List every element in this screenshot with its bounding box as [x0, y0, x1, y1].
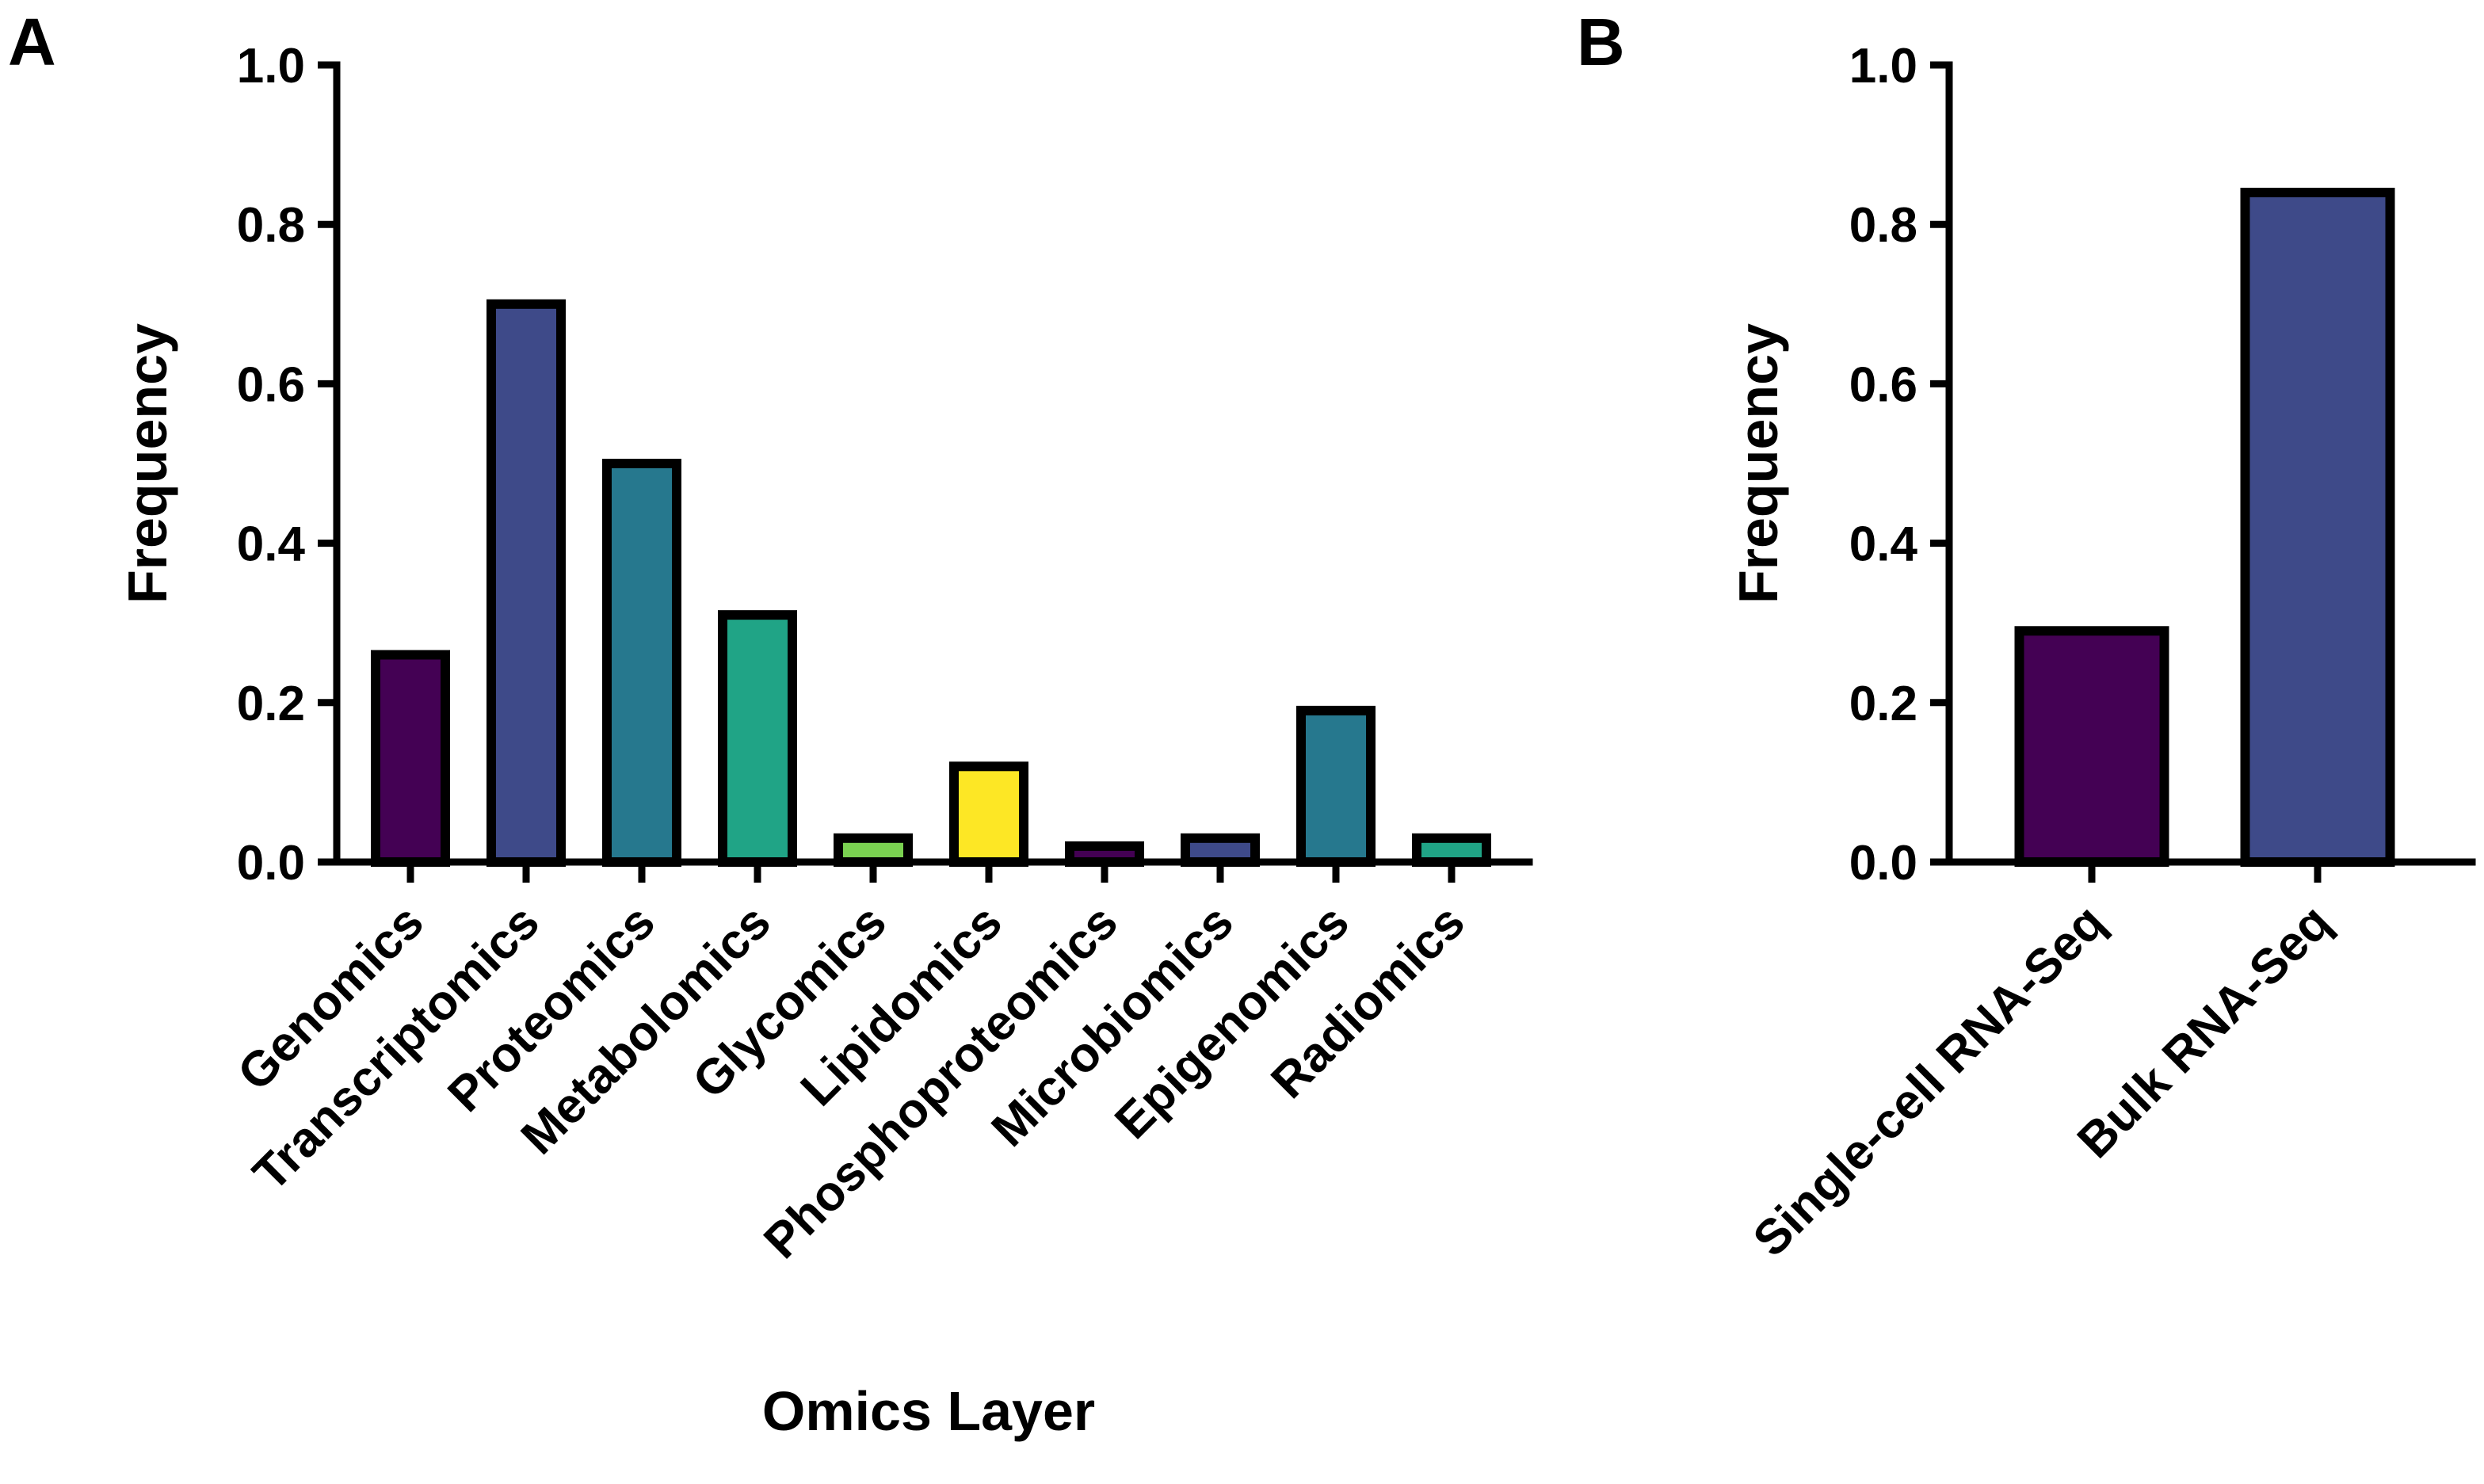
y-tick-label: 0.6 [1849, 357, 1917, 412]
y-tick-label: 0.8 [1849, 198, 1917, 253]
y-tick-label: 1.0 [237, 39, 305, 93]
bar-epigenomics [1296, 705, 1376, 867]
x-tick-label: Single-cell RNA-Seq [1743, 895, 2116, 1267]
bar-transcriptomics [486, 299, 566, 867]
panel-a: A0.00.20.40.60.81.0GenomicsTranscriptomi… [8, 5, 1533, 1442]
panel-letter: B [1577, 5, 1625, 79]
y-tick-label: 0.6 [237, 357, 305, 412]
y-tick-label: 1.0 [1849, 39, 1917, 93]
bar-radiomics [1412, 833, 1491, 867]
bar-metabolomics [718, 610, 797, 867]
y-axis-title: Frequency [116, 323, 178, 604]
bar-lipidomics [949, 761, 1028, 868]
y-tick-label: 0.0 [237, 836, 305, 891]
bar-proteomics [602, 459, 681, 867]
bar-genomics [371, 650, 450, 867]
x-axis-title: Omics Layer [762, 1380, 1095, 1442]
y-tick-label: 0.4 [1849, 517, 1918, 572]
bar-single-cell-rna-seq [2014, 626, 2169, 867]
y-tick-label: 0.8 [237, 198, 305, 253]
panel-letter: A [8, 5, 56, 79]
y-axis-title: Frequency [1727, 323, 1789, 604]
bar-glycomics [834, 833, 913, 867]
y-tick-label: 0.2 [1849, 677, 1917, 731]
bar-bulk-rna-seq [2240, 187, 2395, 867]
y-tick-label: 0.0 [1849, 836, 1917, 891]
y-tick-label: 0.4 [237, 517, 306, 572]
y-tick-label: 0.2 [237, 677, 305, 731]
bar-microbiomics [1181, 833, 1260, 867]
